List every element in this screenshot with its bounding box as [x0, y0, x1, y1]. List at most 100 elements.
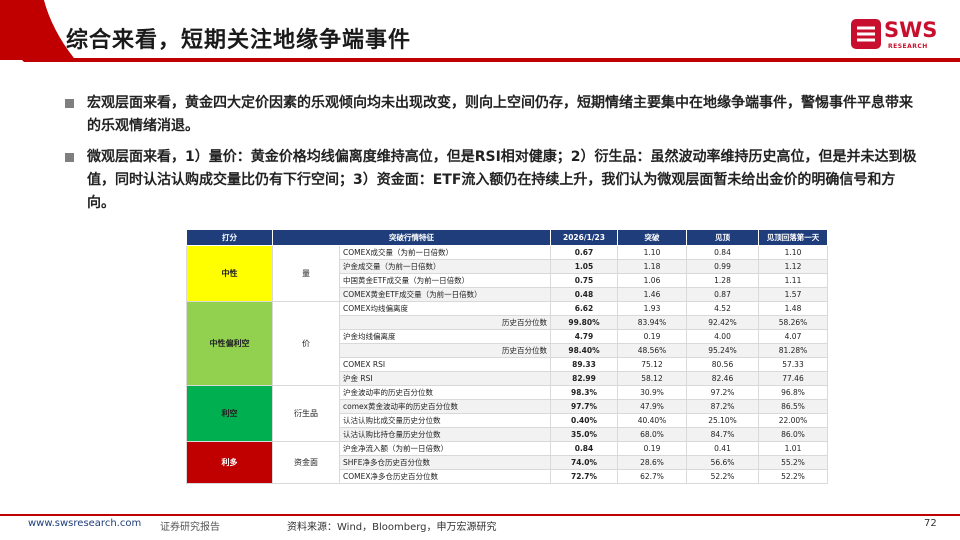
- current-value-cell: 74.0%: [550, 455, 618, 470]
- current-value-cell: 35.0%: [550, 427, 618, 442]
- breakout-value-cell: 40.40%: [617, 413, 687, 428]
- current-value-cell: 0.84: [550, 441, 618, 456]
- header-decoration: [0, 0, 960, 62]
- bullet-text: 宏观层面来看，黄金四大定价因素的乐观倾向均未出现改变，则向上空间仍存，短期情绪主…: [87, 95, 913, 134]
- indicator-cell: 沪金波动率的历史百分位数: [339, 385, 551, 400]
- category-cell: 价: [272, 301, 340, 386]
- after-peak-value-cell: 1.57: [758, 287, 828, 302]
- logo-subtext: RESEARCH: [888, 43, 928, 50]
- after-peak-value-cell: 81.28%: [758, 343, 828, 358]
- after-peak-value-cell: 77.46: [758, 371, 828, 386]
- breakout-value-cell: 28.6%: [617, 455, 687, 470]
- category-cell: 量: [272, 245, 340, 302]
- indicator-cell: 认沽认购比持仓量历史分位数: [339, 427, 551, 442]
- after-peak-value-cell: 1.12: [758, 259, 828, 274]
- peak-value-cell: 1.28: [686, 273, 759, 288]
- breakout-value-cell: 75.12: [617, 357, 687, 372]
- table-row: 历史百分位数 99.80% 83.94% 92.42% 58.26%: [187, 315, 828, 330]
- current-value-cell: 0.48: [550, 287, 618, 302]
- current-value-cell: 4.79: [550, 329, 618, 344]
- breakout-value-cell: 0.19: [617, 329, 687, 344]
- after-peak-value-cell: 1.10: [758, 245, 828, 260]
- category-cell: 衍生品: [272, 385, 340, 442]
- current-value-cell: 0.40%: [550, 413, 618, 428]
- current-value-cell: 89.33: [550, 357, 618, 372]
- after-peak-value-cell: 86.5%: [758, 399, 828, 414]
- indicator-cell: COMEX RSI: [339, 357, 551, 372]
- current-value-cell: 98.3%: [550, 385, 618, 400]
- table-body: 中性量 COMEX成交量（为前一日倍数） 0.67 1.10 0.84 1.10 沪金成交量…: [186, 245, 828, 484]
- breakout-value-cell: 47.9%: [617, 399, 687, 414]
- breakout-value-cell: 48.56%: [617, 343, 687, 358]
- logo-text: SWS: [884, 18, 938, 42]
- peak-value-cell: 84.7%: [686, 427, 759, 442]
- col-header-breakout: 突破: [617, 229, 687, 246]
- current-value-cell: 97.7%: [550, 399, 618, 414]
- breakout-value-cell: 30.9%: [617, 385, 687, 400]
- peak-value-cell: 0.84: [686, 245, 759, 260]
- breakout-value-cell: 1.18: [617, 259, 687, 274]
- footer-divider: [0, 514, 960, 516]
- peak-value-cell: 87.2%: [686, 399, 759, 414]
- peak-value-cell: 25.10%: [686, 413, 759, 428]
- indicator-cell: 中国黄金ETF成交量（为前一日倍数）: [339, 273, 551, 288]
- col-header-current: 2026/1/23: [550, 229, 618, 246]
- page-title: 综合来看，短期关注地缘争端事件: [66, 28, 412, 53]
- bullet-square-icon: [65, 153, 74, 162]
- after-peak-value-cell: 1.48: [758, 301, 828, 316]
- footer-source: 资料来源：Wind，Bloomberg，申万宏源研究: [287, 522, 497, 533]
- table-row: 利空 衍生品 沪金波动率的历史百分位数 98.3% 30.9% 97.2% 96.8%: [186, 385, 828, 442]
- current-value-cell: 99.80%: [550, 315, 618, 330]
- table-header: 打分 突破行情特征 2026/1/23 突破 见顶 见顶回落第一天: [186, 229, 828, 246]
- col-header-peak: 见顶: [686, 229, 759, 246]
- category-cell: 资金面: [272, 441, 340, 484]
- current-value-cell: 82.99: [550, 371, 618, 386]
- current-value-cell: 0.67: [550, 245, 618, 260]
- indicator-cell: 认沽认购比成交量历史分位数: [339, 413, 551, 428]
- after-peak-value-cell: 1.01: [758, 441, 828, 456]
- breakout-value-cell: 0.19: [617, 441, 687, 456]
- col-header-after-peak: 见顶回落第一天: [758, 229, 828, 246]
- indicator-cell: COMEX净多仓历史百分位数: [339, 469, 551, 484]
- after-peak-value-cell: 55.2%: [758, 455, 828, 470]
- rating-cell: 中性偏利空: [186, 301, 273, 386]
- after-peak-value-cell: 52.2%: [758, 469, 828, 484]
- after-peak-value-cell: 58.26%: [758, 315, 828, 330]
- indicator-cell: comex黄金波动率的历史百分位数: [339, 399, 551, 414]
- indicator-cell: 沪金均线偏离度: [339, 329, 551, 344]
- table-row: 利多 资金面 沪金净流入额（为前一日倍数） 0.84 0.19 0.41 1.01: [186, 441, 828, 484]
- indicator-cell: 历史百分位数: [339, 315, 551, 330]
- col-header-feature: 突破行情特征: [272, 229, 551, 246]
- table-row: 中性偏利空价 COMEX均线偏离度 6.62 1.93 4.52 1.48: [186, 301, 828, 386]
- breakout-value-cell: 83.94%: [617, 315, 687, 330]
- indicator-cell: COMEX成交量（为前一日倍数）: [339, 245, 551, 260]
- peak-value-cell: 92.42%: [686, 315, 759, 330]
- peak-value-cell: 80.56: [686, 357, 759, 372]
- breakout-value-cell: 1.93: [617, 301, 687, 316]
- after-peak-value-cell: 57.33: [758, 357, 828, 372]
- current-value-cell: 72.7%: [550, 469, 618, 484]
- indicator-cell: 沪金 RSI: [339, 371, 551, 386]
- footer-label: 证券研究报告: [160, 522, 220, 533]
- peak-value-cell: 95.24%: [686, 343, 759, 358]
- peak-value-cell: 0.87: [686, 287, 759, 302]
- rating-cell: 中性: [186, 245, 273, 302]
- peak-value-cell: 97.2%: [686, 385, 759, 400]
- breakout-value-cell: 1.46: [617, 287, 687, 302]
- table-row: 沪金成交量（为前一日倍数） 1.05 1.18 0.99 1.12: [187, 259, 828, 274]
- indicator-cell: SHFE净多仓历史百分位数: [339, 455, 551, 470]
- breakout-value-cell: 58.12: [617, 371, 687, 386]
- peak-value-cell: 82.46: [686, 371, 759, 386]
- bullet-square-icon: [65, 99, 74, 108]
- bullet-macro: 宏观层面来看，黄金四大定价因素的乐观倾向均未出现改变，则向上空间仍存，短期情绪主…: [62, 92, 922, 138]
- indicator-cell: COMEX均线偏离度: [339, 301, 551, 316]
- col-header-rating: 打分: [186, 229, 273, 246]
- page-number: 72: [924, 518, 937, 529]
- peak-value-cell: 4.52: [686, 301, 759, 316]
- after-peak-value-cell: 86.0%: [758, 427, 828, 442]
- current-value-cell: 0.75: [550, 273, 618, 288]
- breakout-value-cell: 1.10: [617, 245, 687, 260]
- indicator-cell: 沪金成交量（为前一日倍数）: [339, 259, 551, 274]
- rating-cell: 利多: [186, 441, 273, 484]
- table-row: COMEX RSI 89.33 75.12 80.56 57.33: [187, 357, 828, 372]
